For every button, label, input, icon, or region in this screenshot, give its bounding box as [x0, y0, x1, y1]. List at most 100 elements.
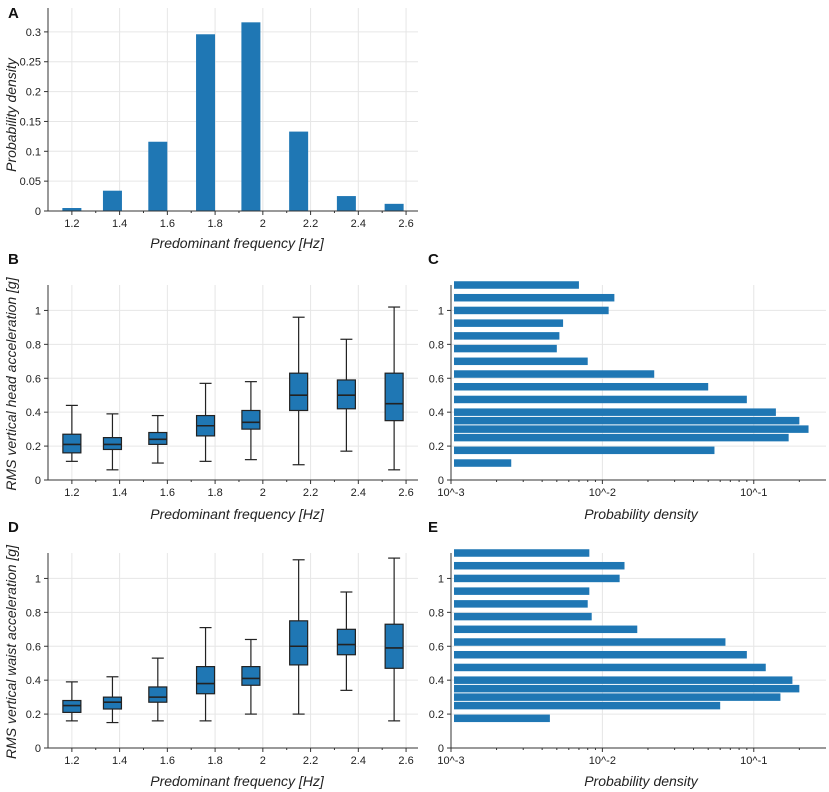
- hbar-0: [454, 459, 512, 467]
- hbar-14: [454, 549, 590, 557]
- panel-a-ytick-label: 0: [35, 206, 41, 218]
- panel-c-xtick-label: 10^-3: [437, 487, 464, 499]
- panel-b-xtick-label: 2.6: [398, 487, 413, 499]
- panel-b-ytick-label: 0.4: [26, 407, 41, 419]
- hbar-0: [454, 714, 550, 723]
- hbar-5: [454, 663, 766, 672]
- box-1: [102, 437, 123, 451]
- panel-d-xtick-label: 2.2: [303, 755, 318, 767]
- hbar-9: [454, 612, 592, 621]
- panel-a-label: A: [8, 5, 19, 22]
- panel-a-bars: [62, 22, 404, 212]
- panel-c-ytick-label: 0: [438, 475, 444, 487]
- panel-d-ylabel: RMS vertical waist acceleration [g]: [3, 544, 19, 759]
- panel-d-xtick-label: 2.4: [351, 755, 366, 767]
- panel-d-axes: 1.2 1.4 1.6 1.8 2 2.2 2.4 2.6 0 0.2 0.4 0.6 0.8 1: [26, 553, 418, 767]
- panel-c-ytick-label: 0.6: [429, 373, 444, 385]
- panel-c-ytick-label: 1: [438, 305, 444, 317]
- hbar-6: [454, 650, 747, 659]
- panel-b-boxes: [62, 306, 404, 471]
- hbar-3: [454, 684, 800, 693]
- panel-d-ytick-label: 0.4: [26, 675, 41, 687]
- bar-7: [384, 203, 404, 211]
- panel-c-ytick-label: 0.2: [429, 441, 444, 453]
- panel-a-ytick-label: 0.15: [20, 116, 41, 128]
- hbar-8: [454, 370, 655, 378]
- panel-a-xtick-label: 2.4: [351, 218, 366, 230]
- panel-b-xtick-label: 2: [260, 487, 266, 499]
- panel-b-xtick-label: 2.4: [351, 487, 366, 499]
- hbar-2: [454, 693, 781, 701]
- panel-b-ytick-label: 0: [35, 475, 41, 487]
- panel-e-ytick-label: 1: [438, 573, 444, 585]
- panel-a-ytick-label: 0.25: [20, 57, 41, 69]
- hbar-11: [454, 332, 560, 340]
- panel-a-xtick-label: 1.2: [64, 218, 79, 230]
- bar-4: [241, 22, 261, 212]
- panel-b-xtick-label: 1.2: [64, 487, 79, 499]
- panel-c-axes: 10^-3 10^-2 10^-1 0 0.2 0.4 0.6 0.8 1: [429, 285, 826, 499]
- box-0: [62, 699, 82, 713]
- panel-a-ytick-label: 0.1: [26, 146, 41, 158]
- panel-c-label: C: [428, 251, 439, 268]
- panel-b-ytick-label: 0.2: [26, 441, 41, 453]
- hbar-2: [454, 433, 789, 442]
- panel-a-xtick-label: 2: [260, 218, 266, 230]
- bar-3: [196, 34, 216, 212]
- panel-a-ytick-label: 0.2: [26, 87, 41, 99]
- box-7: [384, 623, 404, 669]
- hbar-11: [454, 587, 590, 595]
- panel-d-ytick-label: 0.6: [26, 641, 41, 653]
- panel-e-xtick-label: 10^-3: [437, 755, 464, 767]
- box-3: [195, 666, 216, 695]
- panel-d-xtick-label: 1.2: [64, 755, 79, 767]
- panel-a-axes: 1.2 1.4 1.6 1.8 2 2.2 2.4 2.6 0 0.05 0.1 0.15 0.2 0.2…: [20, 8, 418, 230]
- panel-b: B 1.2 1.4 1.6 1.8 2 2.2 2.4 2.6 0 0.2 0.4 0.6 0.8 1 P…: [3, 251, 418, 522]
- hbar-1: [454, 701, 721, 710]
- panel-b-axes: 1.2 1.4 1.6 1.8 2 2.2 2.4 2.6 0 0.2 0.4 0.6 0.8 1: [26, 285, 418, 499]
- hbar-13: [454, 306, 609, 315]
- panel-d-label: D: [8, 519, 19, 536]
- panel-b-xtick-label: 1.8: [207, 487, 222, 499]
- panel-e-label: E: [428, 519, 438, 536]
- panel-e-xlabel: Probability density: [584, 773, 699, 789]
- panel-a-xlabel: Predominant frequency [Hz]: [150, 235, 325, 251]
- box-6: [336, 379, 356, 410]
- bar-5: [289, 131, 309, 211]
- box-1: [102, 696, 123, 710]
- panel-a-xtick-label: 1.6: [160, 218, 175, 230]
- panel-e: E 10^-3 10^-2 10^-1 0 0.2 0.4 0.6 0.8 1 Probabil…: [428, 519, 826, 789]
- panel-a-xtick-label: 2.2: [303, 218, 318, 230]
- panel-c-xlabel: Probability density: [584, 506, 699, 522]
- hbar-8: [454, 625, 638, 634]
- hbar-14: [454, 293, 615, 302]
- box-4: [241, 409, 261, 430]
- hbar-12: [454, 319, 564, 327]
- panel-e-ytick-label: 0: [438, 743, 444, 755]
- box-7: [384, 372, 404, 422]
- hbar-13: [454, 561, 625, 570]
- hbar-15: [454, 281, 579, 289]
- hbar-3: [454, 425, 809, 433]
- box-5: [289, 620, 309, 666]
- box-4: [241, 666, 261, 686]
- panel-b-ylabel: RMS vertical head acceleration [g]: [3, 276, 19, 490]
- panel-c-ytick-label: 0.8: [429, 339, 444, 351]
- panel-e-ytick-label: 0.6: [429, 641, 444, 653]
- hbar-10: [454, 600, 588, 608]
- panel-a: A 1.2 1.4 1.6 1.8 2 2.2 2.4 2.6 0 0.05 0.1 0.15 0.2 0…: [3, 5, 418, 251]
- panel-e-ytick-label: 0.8: [429, 607, 444, 619]
- panel-d-xtick-label: 1.8: [207, 755, 222, 767]
- panel-b-ytick-label: 0.6: [26, 373, 41, 385]
- hbar-10: [454, 344, 557, 353]
- panel-d-xlabel: Predominant frequency [Hz]: [150, 773, 325, 789]
- panel-d-ytick-label: 0.8: [26, 607, 41, 619]
- hbar-6: [454, 395, 747, 404]
- panel-d-ytick-label: 0: [35, 743, 41, 755]
- box-5: [289, 372, 309, 412]
- panel-e-bars: [454, 549, 800, 723]
- panel-e-axes: 10^-3 10^-2 10^-1 0 0.2 0.4 0.6 0.8 1: [429, 553, 826, 767]
- panel-d: D 1.2 1.4 1.6 1.8 2 2.2 2.4 2.6 0 0.2 0.4 0.6 0.8 1 P…: [3, 519, 418, 789]
- bar-1: [102, 190, 122, 211]
